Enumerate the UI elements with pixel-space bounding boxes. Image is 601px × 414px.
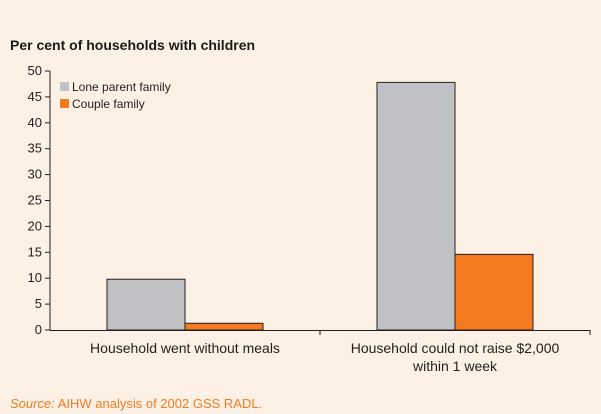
y-tick-label: 45 (28, 89, 42, 104)
bar-couple-1 (184, 322, 264, 331)
y-tick-label: 15 (28, 244, 42, 259)
legend-swatch (60, 82, 69, 91)
y-tick-label: 20 (28, 218, 42, 233)
y-tick-label: 35 (28, 141, 42, 156)
x-axis-categories: Household went without meals Household co… (90, 340, 559, 374)
y-tick-label: 50 (28, 63, 42, 78)
y-tick-label: 0 (35, 322, 42, 337)
y-tick-label: 25 (28, 193, 42, 208)
legend-label: Lone parent family (72, 80, 171, 94)
legend-label: Couple family (72, 97, 145, 111)
legend-swatch (60, 99, 69, 108)
source-text: AIHW analysis of 2002 GSS RADL. (57, 396, 263, 411)
x-category-label: Household could not raise $2,000 (351, 340, 560, 356)
chart-legend: Lone parent family Couple family (60, 80, 171, 111)
bar-lone-parent-2 (376, 81, 456, 331)
source-note: Source: AIHW analysis of 2002 GSS RADL. (10, 396, 262, 411)
y-tick-label: 40 (28, 115, 42, 130)
bar-lone-parent-1 (106, 278, 186, 331)
y-tick-label: 30 (28, 167, 42, 182)
source-prefix: Source: (10, 396, 55, 411)
y-axis-ticks: 0 5 10 15 20 25 30 35 40 45 50 (28, 63, 50, 337)
x-category-label: Household went without meals (90, 340, 280, 356)
bar-couple-2 (454, 253, 534, 331)
chart-bars (106, 81, 534, 331)
chart-title: Per cent of households with children (10, 37, 256, 53)
x-category-label: within 1 week (412, 358, 498, 374)
y-tick-label: 5 (35, 296, 42, 311)
y-tick-label: 10 (28, 270, 42, 285)
